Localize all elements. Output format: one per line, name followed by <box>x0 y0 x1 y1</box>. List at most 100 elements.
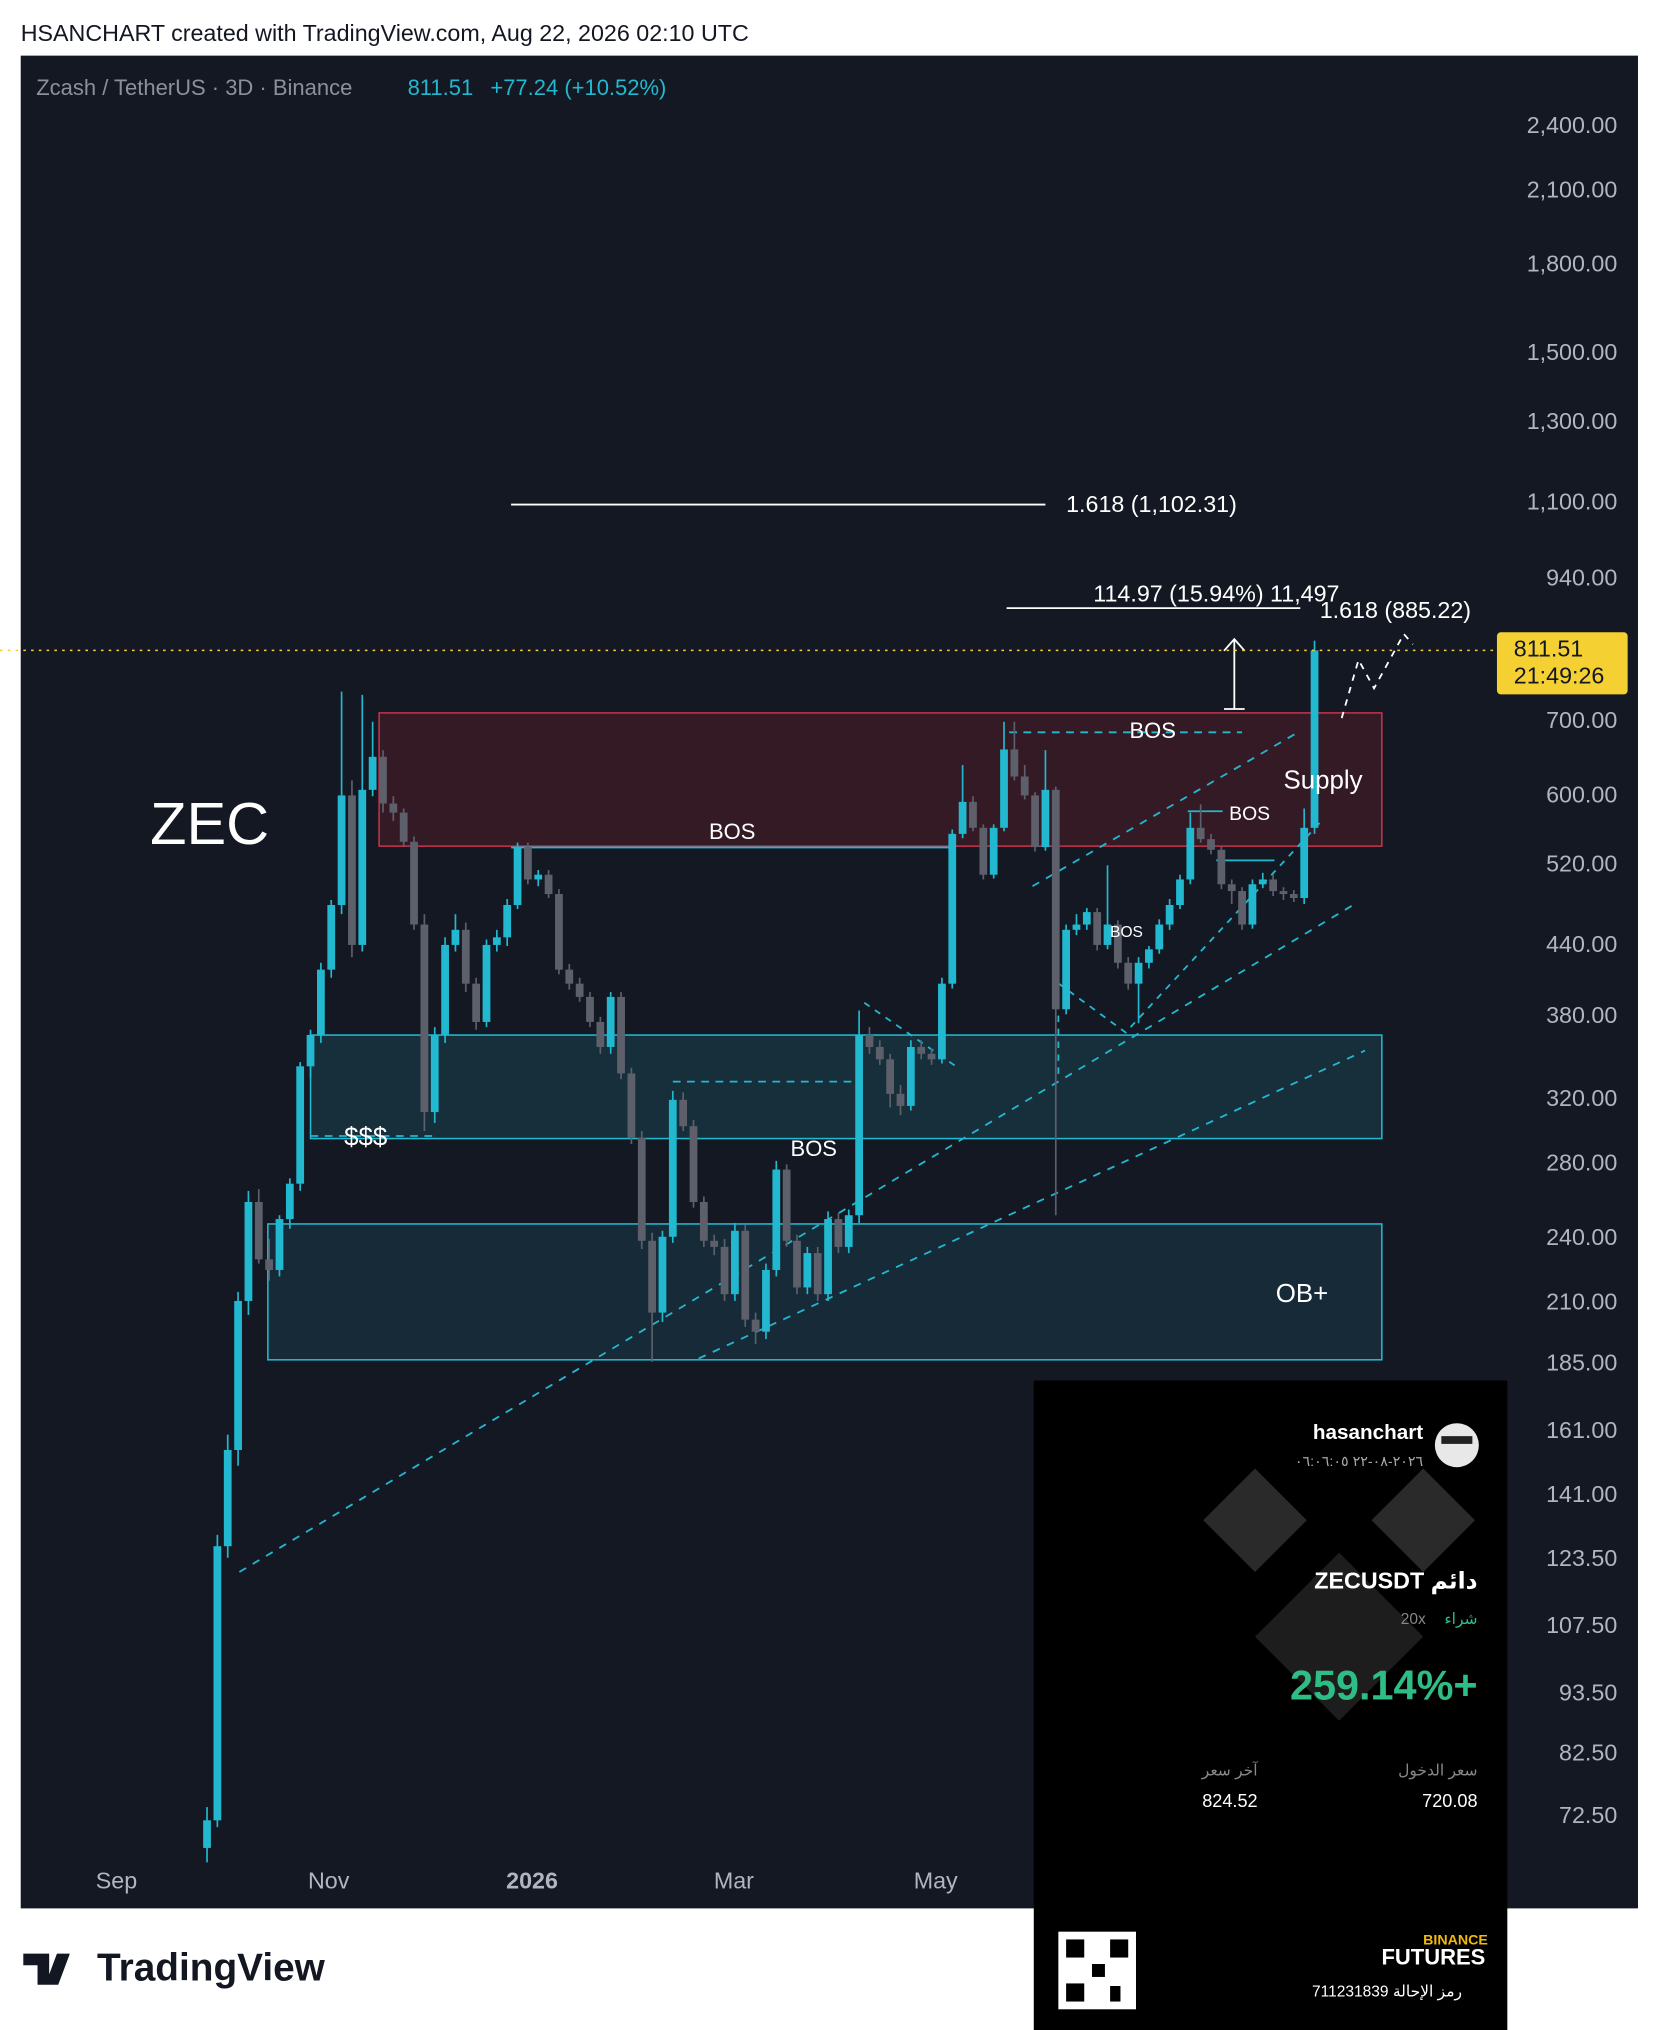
candle-body <box>1020 776 1029 796</box>
change: +77.24 (+10.52%) <box>490 75 666 100</box>
y-tick-label: 82.50 <box>1559 1740 1617 1766</box>
candle-body <box>441 944 449 1035</box>
referral: 711231839 رمز الإحالة <box>1312 1984 1462 2001</box>
price-tag <box>1496 632 1628 695</box>
candle-body <box>1155 924 1164 950</box>
candle-body <box>1207 839 1215 850</box>
annotation: BOS <box>1110 924 1143 941</box>
annotation: Supply <box>1283 766 1362 794</box>
candle-body <box>1145 949 1153 963</box>
y-tick-label: 600.00 <box>1546 781 1617 807</box>
candle-body <box>410 841 418 925</box>
candle-body <box>844 1215 853 1247</box>
candle-body <box>906 1046 915 1106</box>
y-tick-label: 123.50 <box>1546 1545 1617 1571</box>
candle-body <box>886 1059 895 1094</box>
candle-body <box>948 833 957 984</box>
candle-body <box>1217 849 1226 885</box>
y-tick-label: 210.00 <box>1546 1288 1617 1314</box>
candle-body <box>969 801 977 828</box>
candle-body <box>544 874 553 895</box>
symbol: Zcash / TetherUS · 3D · Binance <box>36 75 352 100</box>
candle-body <box>503 905 512 938</box>
candle-body <box>989 827 998 875</box>
demand-zone <box>309 1034 1383 1140</box>
y-tick-label: 520.00 <box>1546 850 1617 876</box>
candle-body <box>627 1073 636 1138</box>
candle-body <box>317 969 325 1035</box>
candle-body <box>1300 827 1309 898</box>
y-tick-label: 1,800.00 <box>1527 251 1618 277</box>
candle-body <box>451 929 460 945</box>
annotation: 114.97 (15.94%) 11,497 <box>1093 580 1339 606</box>
y-tick-label: 107.50 <box>1546 1612 1617 1638</box>
candle-body <box>762 1269 770 1332</box>
y-tick-label: 72.50 <box>1559 1802 1617 1828</box>
candle-body <box>1279 891 1288 895</box>
candle-body <box>348 795 356 945</box>
side: شراء <box>1444 1611 1477 1628</box>
candle-body <box>772 1169 781 1270</box>
candle-body <box>1134 962 1143 984</box>
y-tick-label: 93.50 <box>1559 1679 1617 1705</box>
entry-label: سعر الدخول <box>1398 1762 1477 1779</box>
candle-body <box>741 1230 750 1320</box>
timestamp: ٢٠٢٦-٠٨-٢٢ ٠٦:٠٦:٠٥ <box>1295 1454 1424 1470</box>
candle-body <box>699 1201 708 1241</box>
candle-body <box>575 983 584 997</box>
brand: TradingView <box>23 1947 326 1990</box>
y-tick-label: 440.00 <box>1546 931 1617 957</box>
projection <box>1340 632 1414 719</box>
pair: ZECUSDT دائم <box>1314 1567 1477 1593</box>
candle-body <box>565 969 574 984</box>
annotation: 1.618 (1,102.31) <box>1066 491 1237 517</box>
x-tick-label: 2026 <box>506 1868 558 1894</box>
trendline <box>1057 822 1321 1074</box>
candle-body <box>1176 879 1184 906</box>
leverage: 20x <box>1401 1611 1426 1628</box>
candle-body <box>689 1126 698 1202</box>
plot <box>203 640 1319 1863</box>
candle-body <box>1165 905 1174 925</box>
candle-body <box>1238 891 1246 925</box>
candle-body <box>306 1034 315 1067</box>
candle-body <box>637 1137 646 1241</box>
y-tick-label: 2,400.00 <box>1527 112 1618 138</box>
candle-body <box>265 1259 274 1270</box>
y-tick-label: 1,300.00 <box>1527 408 1618 434</box>
candle-body <box>234 1300 242 1450</box>
candle-body <box>1258 879 1267 885</box>
candle-body <box>710 1240 719 1247</box>
y-tick-label: 380.00 <box>1546 1002 1617 1028</box>
brand-name: TradingView <box>97 1947 326 1990</box>
candle-body <box>213 1546 222 1821</box>
x-tick-label: Sep <box>96 1868 137 1894</box>
roi: 259.14%+ <box>1290 1662 1478 1708</box>
annotation: BOS <box>1130 718 1176 743</box>
x-tick-label: Mar <box>714 1868 754 1894</box>
product: FUTURES <box>1381 1945 1485 1970</box>
candle-body <box>1010 749 1019 777</box>
candle-body <box>1103 924 1112 945</box>
annotation: BOS <box>1229 803 1270 825</box>
trendline <box>698 1049 1366 1360</box>
y-tick-label: 240.00 <box>1546 1224 1617 1250</box>
supply-zone <box>378 712 1383 847</box>
measure-arrow <box>1223 637 1246 652</box>
last-price-label: آخر سعر <box>1201 1760 1259 1779</box>
candle-body <box>430 1034 439 1113</box>
candle-body <box>223 1449 232 1547</box>
candle-body <box>358 789 367 945</box>
y-tick-label: 280.00 <box>1546 1149 1617 1175</box>
candle-body <box>1310 650 1319 828</box>
candle-body <box>327 905 336 970</box>
candle-body <box>793 1240 801 1288</box>
candle-body <box>586 996 594 1022</box>
candle-body <box>389 803 398 813</box>
chart-title: ZEC <box>150 790 269 857</box>
candle-body <box>492 937 501 945</box>
candle-body <box>1093 912 1102 945</box>
y-tick-label: 185.00 <box>1546 1350 1617 1376</box>
trendline <box>1032 730 1301 888</box>
